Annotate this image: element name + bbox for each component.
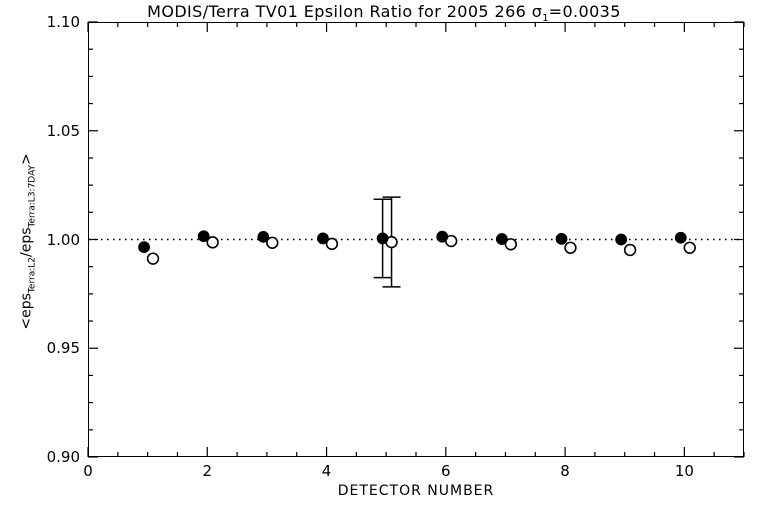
y-axis-label-open: <eps bbox=[18, 293, 35, 330]
y-axis-label-sub1: Terra:L2 bbox=[27, 257, 38, 294]
y-axis-ticklabels: 1.10 1.05 1.00 0.95 0.90 bbox=[12, 0, 80, 512]
x-ticklabel: 6 bbox=[441, 462, 451, 480]
x-ticklabel: 0 bbox=[83, 462, 93, 480]
y-axis-label-slash: /eps bbox=[18, 227, 35, 258]
y-ticklabel: 1.10 bbox=[46, 13, 80, 31]
y-ticklabel: 1.00 bbox=[46, 230, 80, 249]
plot-frame bbox=[88, 22, 744, 457]
y-ticklabel: 1.05 bbox=[46, 121, 80, 140]
chart-title-sigma-subscript: 1 bbox=[542, 13, 549, 25]
chart-title-main: MODIS/Terra TV01 Epsilon Ratio for 2005 … bbox=[147, 2, 532, 21]
y-ticklabel: 0.90 bbox=[46, 448, 80, 466]
chart-title-sigma-value: =0.0035 bbox=[548, 2, 621, 21]
y-axis-label-holder: <epsTerra:L2/epsTerra:L3:7DAY> bbox=[0, 0, 38, 480]
chart-title: MODIS/Terra TV01 Epsilon Ratio for 2005 … bbox=[0, 2, 768, 24]
chart-title-sigma: σ bbox=[531, 2, 543, 21]
y-axis-label-close: > bbox=[18, 153, 35, 165]
y-axis-label-sub2: Terra:L3:7DAY bbox=[27, 164, 38, 228]
x-ticklabel: 2 bbox=[202, 462, 213, 480]
x-ticklabel: 4 bbox=[321, 462, 332, 480]
x-axis-label: DETECTOR NUMBER bbox=[337, 483, 495, 499]
y-ticklabel: 0.95 bbox=[46, 339, 80, 358]
x-ticklabel: 10 bbox=[674, 462, 694, 480]
x-ticklabel: 8 bbox=[560, 462, 570, 480]
y-axis-label: <epsTerra:L2/epsTerra:L3:7DAY> bbox=[19, 21, 38, 461]
